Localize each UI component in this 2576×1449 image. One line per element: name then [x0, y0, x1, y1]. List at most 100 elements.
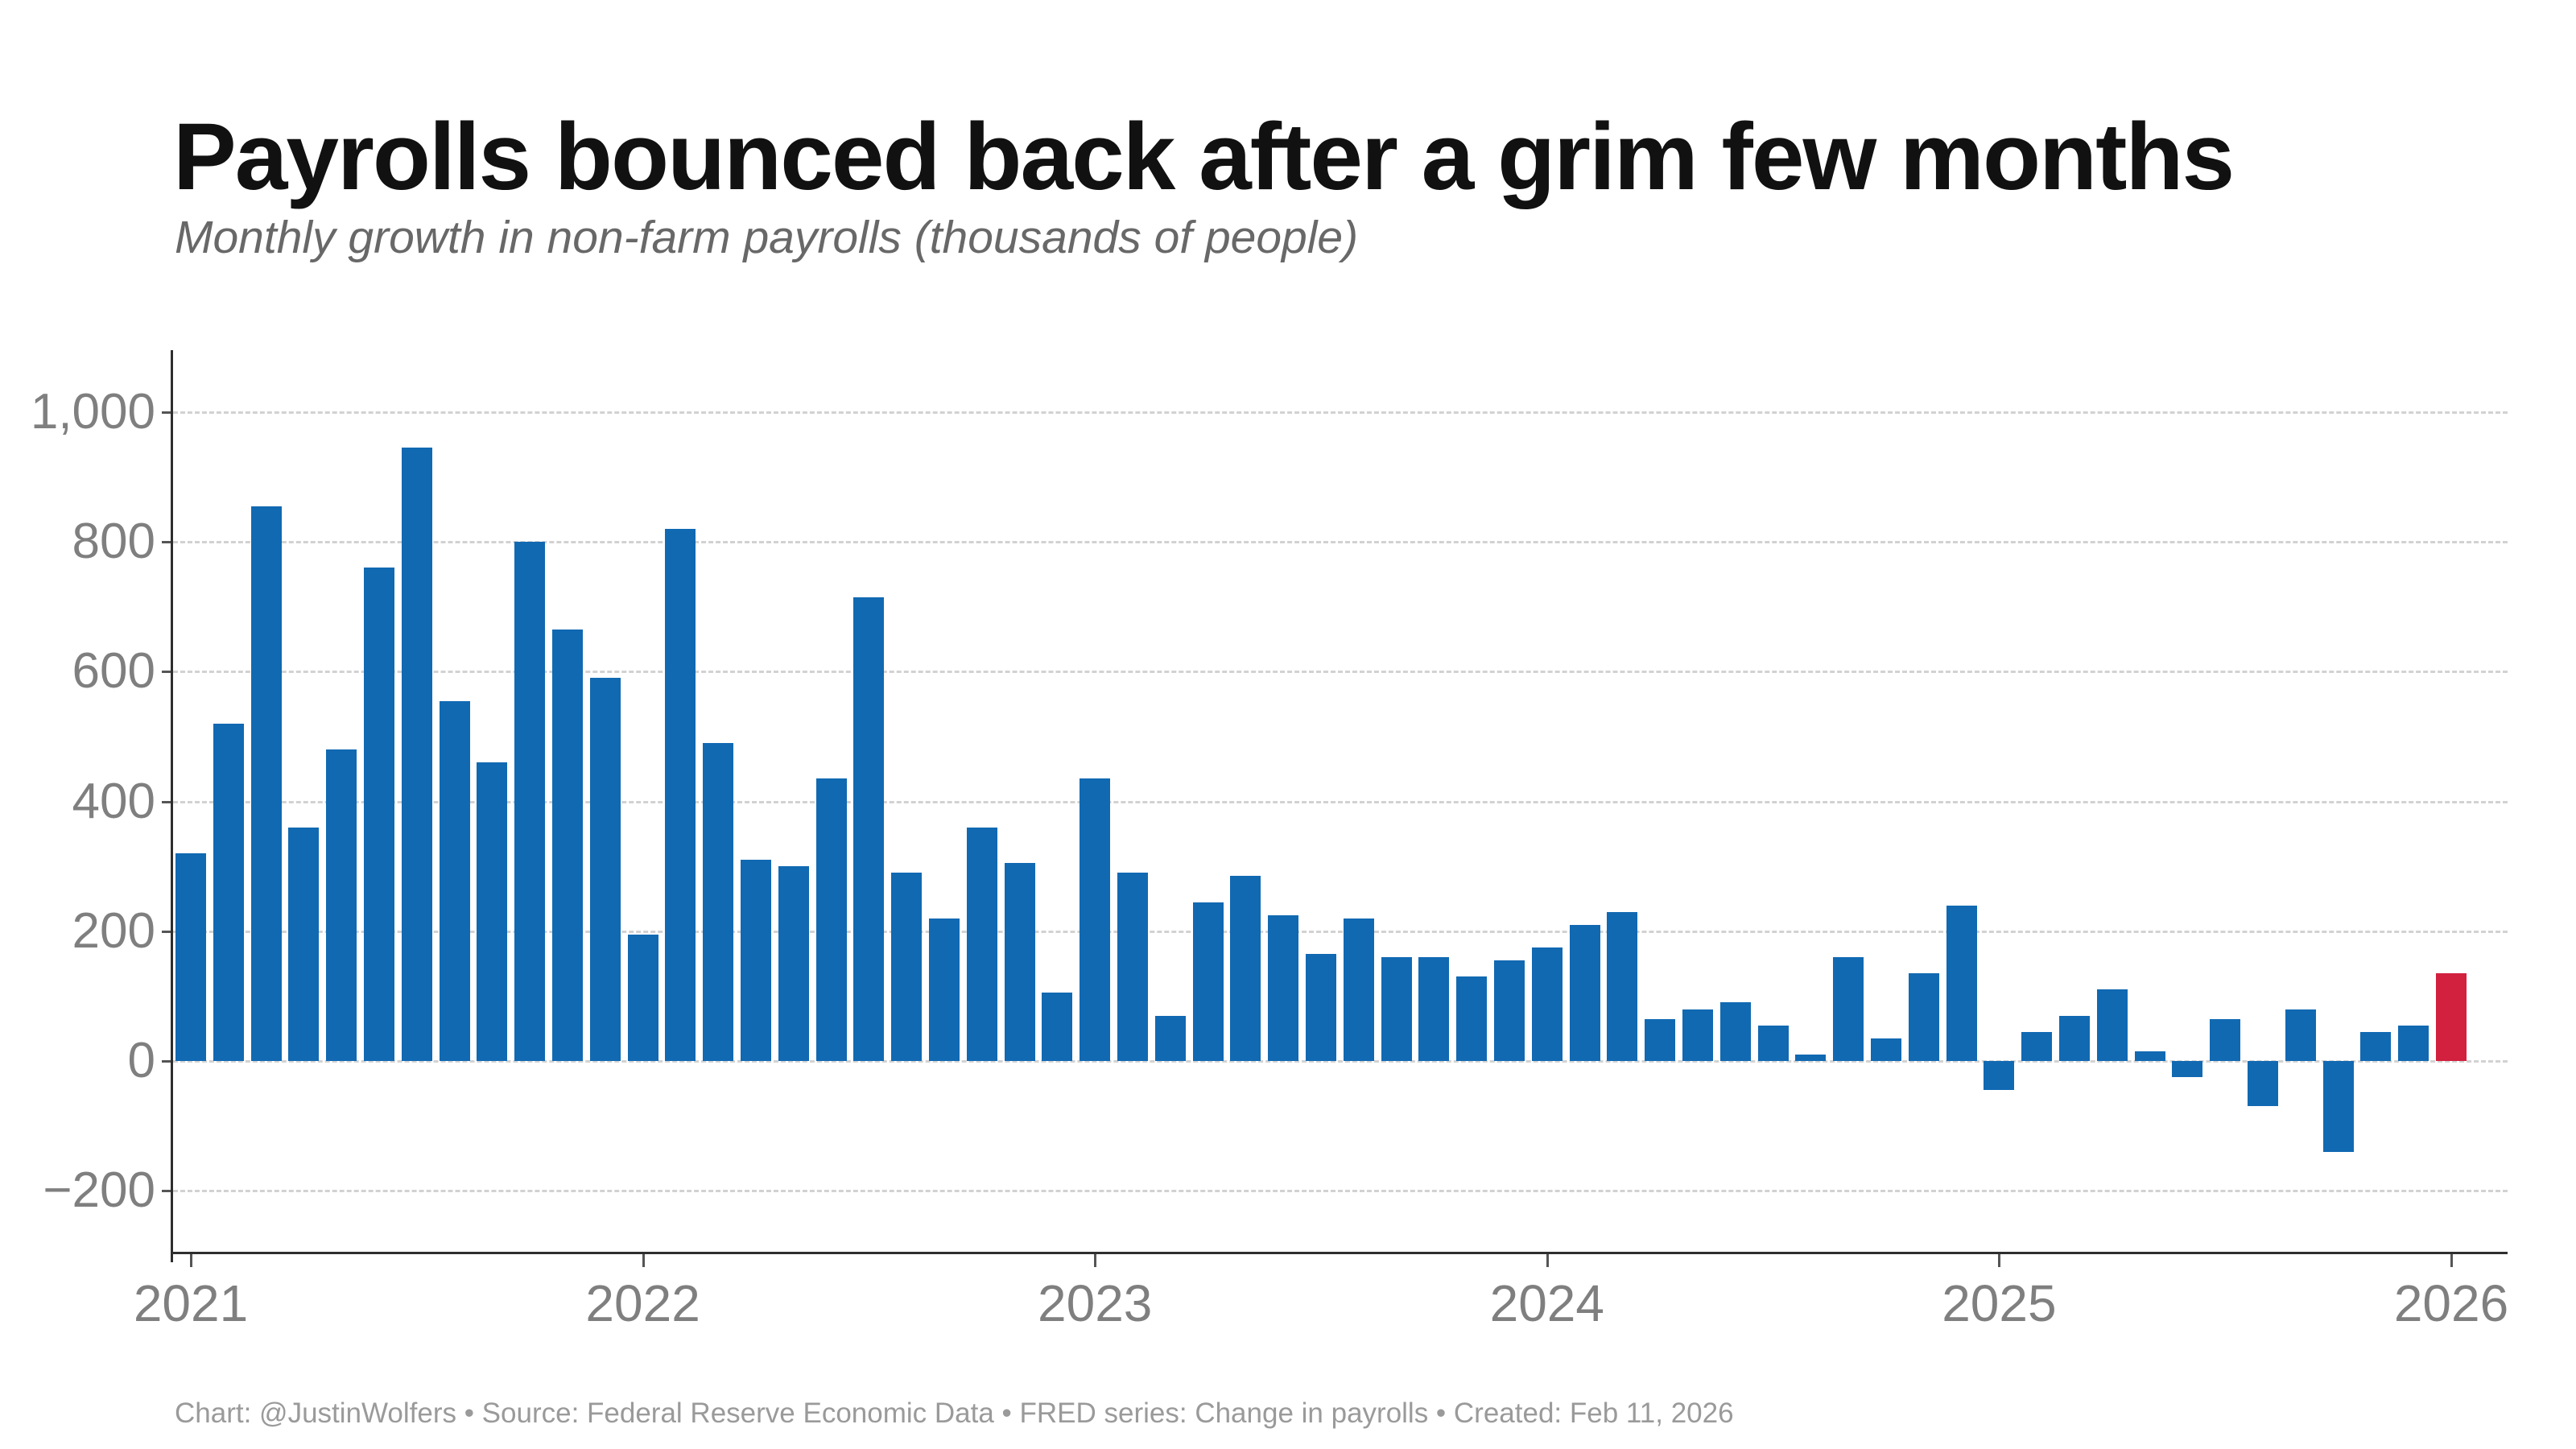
bar-2024-04[interactable]	[1645, 1018, 1676, 1061]
bar-2025-02[interactable]	[2021, 1031, 2053, 1061]
y-tick-200	[162, 930, 173, 933]
bar-2022-01[interactable]	[627, 934, 658, 1061]
bar-2021-09[interactable]	[477, 762, 508, 1061]
y-tick-label-400: 400	[72, 773, 155, 829]
gridline-600	[173, 671, 2508, 674]
bar-2023-02[interactable]	[1117, 873, 1148, 1061]
bar-2025-03[interactable]	[2059, 1015, 2090, 1061]
x-tick-2023	[1094, 1254, 1097, 1267]
bar-2022-05[interactable]	[778, 866, 809, 1061]
bar-2022-03[interactable]	[703, 743, 734, 1061]
bar-2023-08[interactable]	[1343, 918, 1374, 1061]
footer-credit: Chart: @JustinWolfers • Source: Federal …	[175, 1397, 1734, 1429]
bar-2023-07[interactable]	[1306, 954, 1336, 1061]
bar-2022-08[interactable]	[891, 873, 923, 1061]
bar-2024-12[interactable]	[1946, 905, 1977, 1061]
bar-2023-06[interactable]	[1268, 914, 1299, 1061]
bar-2024-07[interactable]	[1757, 1025, 1789, 1061]
y-tick--200	[162, 1190, 173, 1193]
x-tick-label-2025: 2025	[1942, 1274, 2057, 1332]
bar-2022-07[interactable]	[853, 597, 885, 1061]
bar-2025-11[interactable]	[2360, 1031, 2392, 1061]
bar-2021-02[interactable]	[213, 723, 244, 1061]
bar-2022-09[interactable]	[929, 918, 960, 1061]
y-tick-600	[162, 671, 173, 674]
x-tick-label-2024: 2024	[1489, 1274, 1604, 1332]
bar-2022-06[interactable]	[815, 778, 847, 1061]
y-tick-label-200: 200	[72, 902, 155, 959]
bar-2021-12[interactable]	[589, 678, 621, 1061]
x-tick-2024	[1546, 1254, 1549, 1267]
bar-2024-06[interactable]	[1719, 1002, 1751, 1061]
page-title: Payrolls bounced back after a grim few m…	[173, 104, 2235, 211]
bar-2025-06[interactable]	[2172, 1061, 2203, 1078]
bar-2021-01[interactable]	[175, 853, 206, 1061]
bar-2021-10[interactable]	[514, 542, 546, 1061]
bar-2022-12[interactable]	[1042, 993, 1073, 1061]
bar-2021-11[interactable]	[552, 630, 583, 1061]
x-axis-line	[171, 1252, 2508, 1254]
y-tick-label--200: −200	[43, 1162, 155, 1219]
y-tick-800	[162, 541, 173, 544]
bar-2025-09[interactable]	[2285, 1009, 2316, 1061]
bar-2024-10[interactable]	[1871, 1038, 1901, 1061]
bar-2022-11[interactable]	[1004, 863, 1035, 1061]
gridline-200	[173, 930, 2508, 933]
gridline-1000	[173, 411, 2508, 414]
bar-2025-12[interactable]	[2398, 1025, 2429, 1061]
bar-2025-10[interactable]	[2322, 1061, 2354, 1152]
bar-2023-12[interactable]	[1494, 960, 1525, 1061]
bar-2023-10[interactable]	[1418, 957, 1450, 1061]
bar-2024-11[interactable]	[1908, 973, 1939, 1061]
y-axis-line	[171, 350, 173, 1262]
bar-2025-05[interactable]	[2134, 1051, 2165, 1061]
bar-2024-02[interactable]	[1569, 924, 1600, 1061]
y-tick-400	[162, 800, 173, 803]
y-tick-label-0: 0	[127, 1033, 155, 1088]
bar-2024-01[interactable]	[1531, 947, 1563, 1061]
bar-2025-01[interactable]	[1984, 1061, 2015, 1091]
bar-2022-10[interactable]	[966, 827, 997, 1061]
x-tick-2021	[190, 1254, 192, 1267]
bar-2021-04[interactable]	[288, 827, 320, 1061]
gridline-0	[173, 1060, 2508, 1063]
bar-2023-05[interactable]	[1230, 876, 1261, 1061]
bar-2023-04[interactable]	[1192, 902, 1224, 1061]
bar-2025-04[interactable]	[2096, 989, 2128, 1061]
bar-2021-03[interactable]	[250, 506, 282, 1061]
bar-2025-07[interactable]	[2210, 1018, 2241, 1061]
bar-2023-03[interactable]	[1154, 1015, 1186, 1061]
y-tick-label-800: 800	[72, 514, 155, 570]
y-tick-0	[162, 1060, 173, 1063]
bar-2022-04[interactable]	[741, 860, 771, 1061]
x-tick-label-2022: 2022	[585, 1274, 700, 1332]
x-tick-2025	[1998, 1254, 2001, 1267]
page-subtitle: Monthly growth in non-farm payrolls (tho…	[175, 212, 1359, 263]
bar-2021-05[interactable]	[326, 749, 357, 1061]
y-tick-label-1000: 1,000	[30, 384, 155, 440]
bar-2025-08[interactable]	[2248, 1061, 2278, 1107]
x-tick-2026	[2450, 1254, 2453, 1267]
x-tick-label-2021: 2021	[133, 1274, 249, 1332]
bar-2021-08[interactable]	[439, 700, 470, 1061]
gridline-800	[173, 541, 2508, 544]
bar-2023-01[interactable]	[1080, 778, 1111, 1061]
x-tick-label-2023: 2023	[1038, 1274, 1153, 1332]
bar-2022-02[interactable]	[665, 529, 696, 1061]
bar-2024-03[interactable]	[1607, 911, 1638, 1061]
bar-2023-09[interactable]	[1381, 957, 1412, 1061]
bar-2024-09[interactable]	[1833, 957, 1864, 1061]
gridline-400	[173, 800, 2508, 803]
bar-2024-05[interactable]	[1682, 1009, 1713, 1061]
gridline--200	[173, 1190, 2508, 1193]
bar-2021-07[interactable]	[401, 448, 432, 1061]
bar-2021-06[interactable]	[364, 568, 394, 1061]
bar-2024-08[interactable]	[1795, 1054, 1827, 1061]
bar-2023-11[interactable]	[1456, 976, 1488, 1061]
x-tick-2022	[642, 1254, 645, 1267]
y-tick-1000	[162, 411, 173, 414]
bar-2026-01-highlight[interactable]	[2436, 973, 2467, 1061]
x-tick-label-2026: 2026	[2393, 1274, 2509, 1332]
y-tick-label-600: 600	[72, 643, 155, 700]
